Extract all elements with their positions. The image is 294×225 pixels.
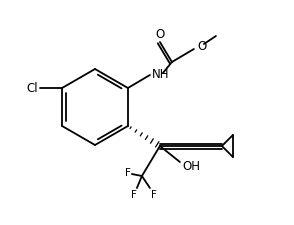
Text: NH: NH [152, 68, 170, 81]
Text: F: F [131, 189, 137, 199]
Text: F: F [125, 167, 131, 177]
Text: O: O [155, 27, 165, 40]
Text: OH: OH [182, 160, 200, 173]
Text: Cl: Cl [26, 82, 38, 95]
Text: O: O [197, 40, 206, 53]
Text: F: F [151, 189, 157, 199]
